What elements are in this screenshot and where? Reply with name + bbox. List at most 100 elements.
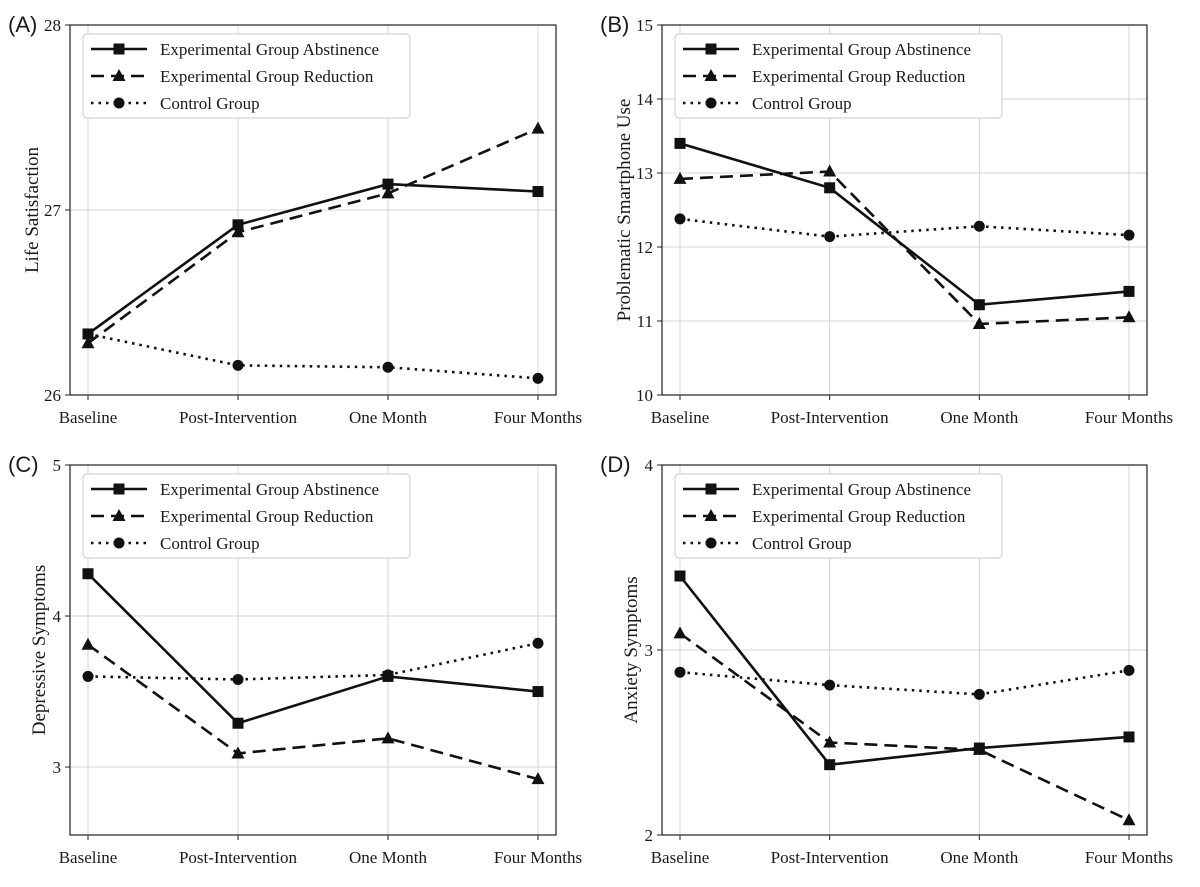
x-tick-label: One Month (349, 848, 427, 867)
data-point (232, 717, 244, 729)
data-point (824, 679, 836, 691)
series-line (679, 142, 1130, 307)
panel-label: (D) (600, 452, 631, 477)
series-line (679, 217, 1130, 238)
data-point (82, 568, 94, 580)
legend-marker (112, 69, 126, 81)
legend-label: Experimental Group Reduction (752, 507, 966, 526)
x-tick-label: Post-Intervention (179, 408, 298, 427)
legend-label: Experimental Group Abstinence (752, 40, 971, 59)
x-tick-label: Baseline (59, 408, 118, 427)
legend-label: Control Group (752, 94, 852, 113)
data-point (382, 669, 394, 681)
x-tick-label: Baseline (59, 848, 118, 867)
series-line (87, 182, 539, 336)
x-tick-label: Post-Intervention (771, 848, 890, 867)
data-point (231, 225, 245, 238)
legend-marker (705, 483, 717, 495)
y-tick-label: 3 (645, 641, 654, 660)
data-point (532, 186, 544, 197)
data-point (823, 164, 837, 177)
legend-label: Experimental Group Abstinence (160, 480, 379, 499)
y-tick-label: 12 (636, 238, 653, 257)
x-tick-label: Four Months (1085, 408, 1173, 427)
x-tick-label: One Month (940, 848, 1018, 867)
y-tick-label: 26 (44, 386, 61, 405)
legend-box (674, 33, 1003, 119)
data-point (82, 670, 94, 682)
data-point (1122, 813, 1136, 826)
panel-label: (A) (8, 12, 37, 37)
legend-label: Experimental Group Reduction (160, 67, 374, 86)
legend-marker (113, 537, 125, 549)
legend-marker (112, 509, 126, 521)
y-axis-label: Life Satisfaction (22, 146, 43, 273)
legend-marker (113, 483, 125, 495)
y-tick-label: 4 (53, 607, 62, 626)
legend-label: Experimental Group Reduction (160, 507, 374, 526)
series-line (87, 127, 539, 345)
legend-label: Experimental Group Abstinence (752, 480, 971, 499)
x-tick-label: Four Months (494, 408, 582, 427)
data-point (1122, 310, 1136, 323)
data-point (382, 178, 394, 190)
data-point (673, 171, 687, 184)
legend-marker (113, 43, 125, 55)
data-point (231, 746, 245, 759)
plot-frame (69, 24, 557, 396)
data-point (973, 688, 985, 700)
x-tick-label: Baseline (651, 408, 710, 427)
data-point (532, 686, 544, 698)
data-point (973, 299, 985, 311)
x-tick-label: Baseline (651, 848, 710, 867)
data-point (973, 220, 985, 232)
data-point (972, 742, 986, 755)
data-point (823, 735, 837, 748)
x-tick-label: Four Months (1085, 848, 1173, 867)
legend-box (674, 473, 1003, 559)
plot-frame (661, 464, 1148, 836)
legend-label: Control Group (160, 94, 260, 113)
legend-marker (705, 97, 717, 109)
data-point (82, 328, 94, 340)
y-tick-label: 10 (636, 386, 653, 405)
data-point (674, 213, 686, 225)
y-tick-label: 13 (636, 164, 653, 183)
data-point (674, 666, 686, 678)
series-line (87, 641, 539, 681)
legend-marker (704, 69, 718, 81)
data-point (532, 372, 544, 384)
legend-box (82, 33, 411, 119)
panel-label: (C) (8, 452, 39, 477)
series-line (678, 575, 1130, 767)
y-tick-label: 27 (44, 201, 62, 220)
legend-label: Control Group (752, 534, 852, 553)
panel-label: (B) (600, 12, 629, 37)
y-axis-label: Depressive Symptoms (29, 565, 50, 735)
x-tick-label: Post-Intervention (179, 848, 298, 867)
data-point (1123, 664, 1135, 676)
y-tick-label: 14 (636, 90, 654, 109)
series-line (679, 669, 1130, 696)
data-point (1123, 229, 1135, 241)
series-line (87, 332, 539, 380)
data-point (381, 731, 395, 744)
data-point (674, 137, 686, 149)
legend-marker (705, 43, 717, 55)
plot-frame (661, 24, 1148, 396)
y-axis-label: Anxiety Symptoms (621, 576, 642, 723)
legend-label: Experimental Group Abstinence (160, 40, 379, 59)
x-tick-label: One Month (349, 408, 427, 427)
y-tick-label: 28 (44, 16, 61, 35)
data-point (232, 359, 244, 371)
y-axis-label: Problematic Smartphone Use (614, 99, 635, 322)
data-point (381, 186, 395, 199)
data-point (1123, 285, 1135, 297)
y-tick-label: 2 (645, 826, 654, 845)
data-point (824, 182, 836, 194)
data-point (1123, 731, 1135, 743)
legend-marker (113, 97, 125, 109)
panel-b: (B) Problematic Smartphone Use Baseline P… (600, 12, 1173, 427)
x-tick-label: One Month (940, 408, 1018, 427)
